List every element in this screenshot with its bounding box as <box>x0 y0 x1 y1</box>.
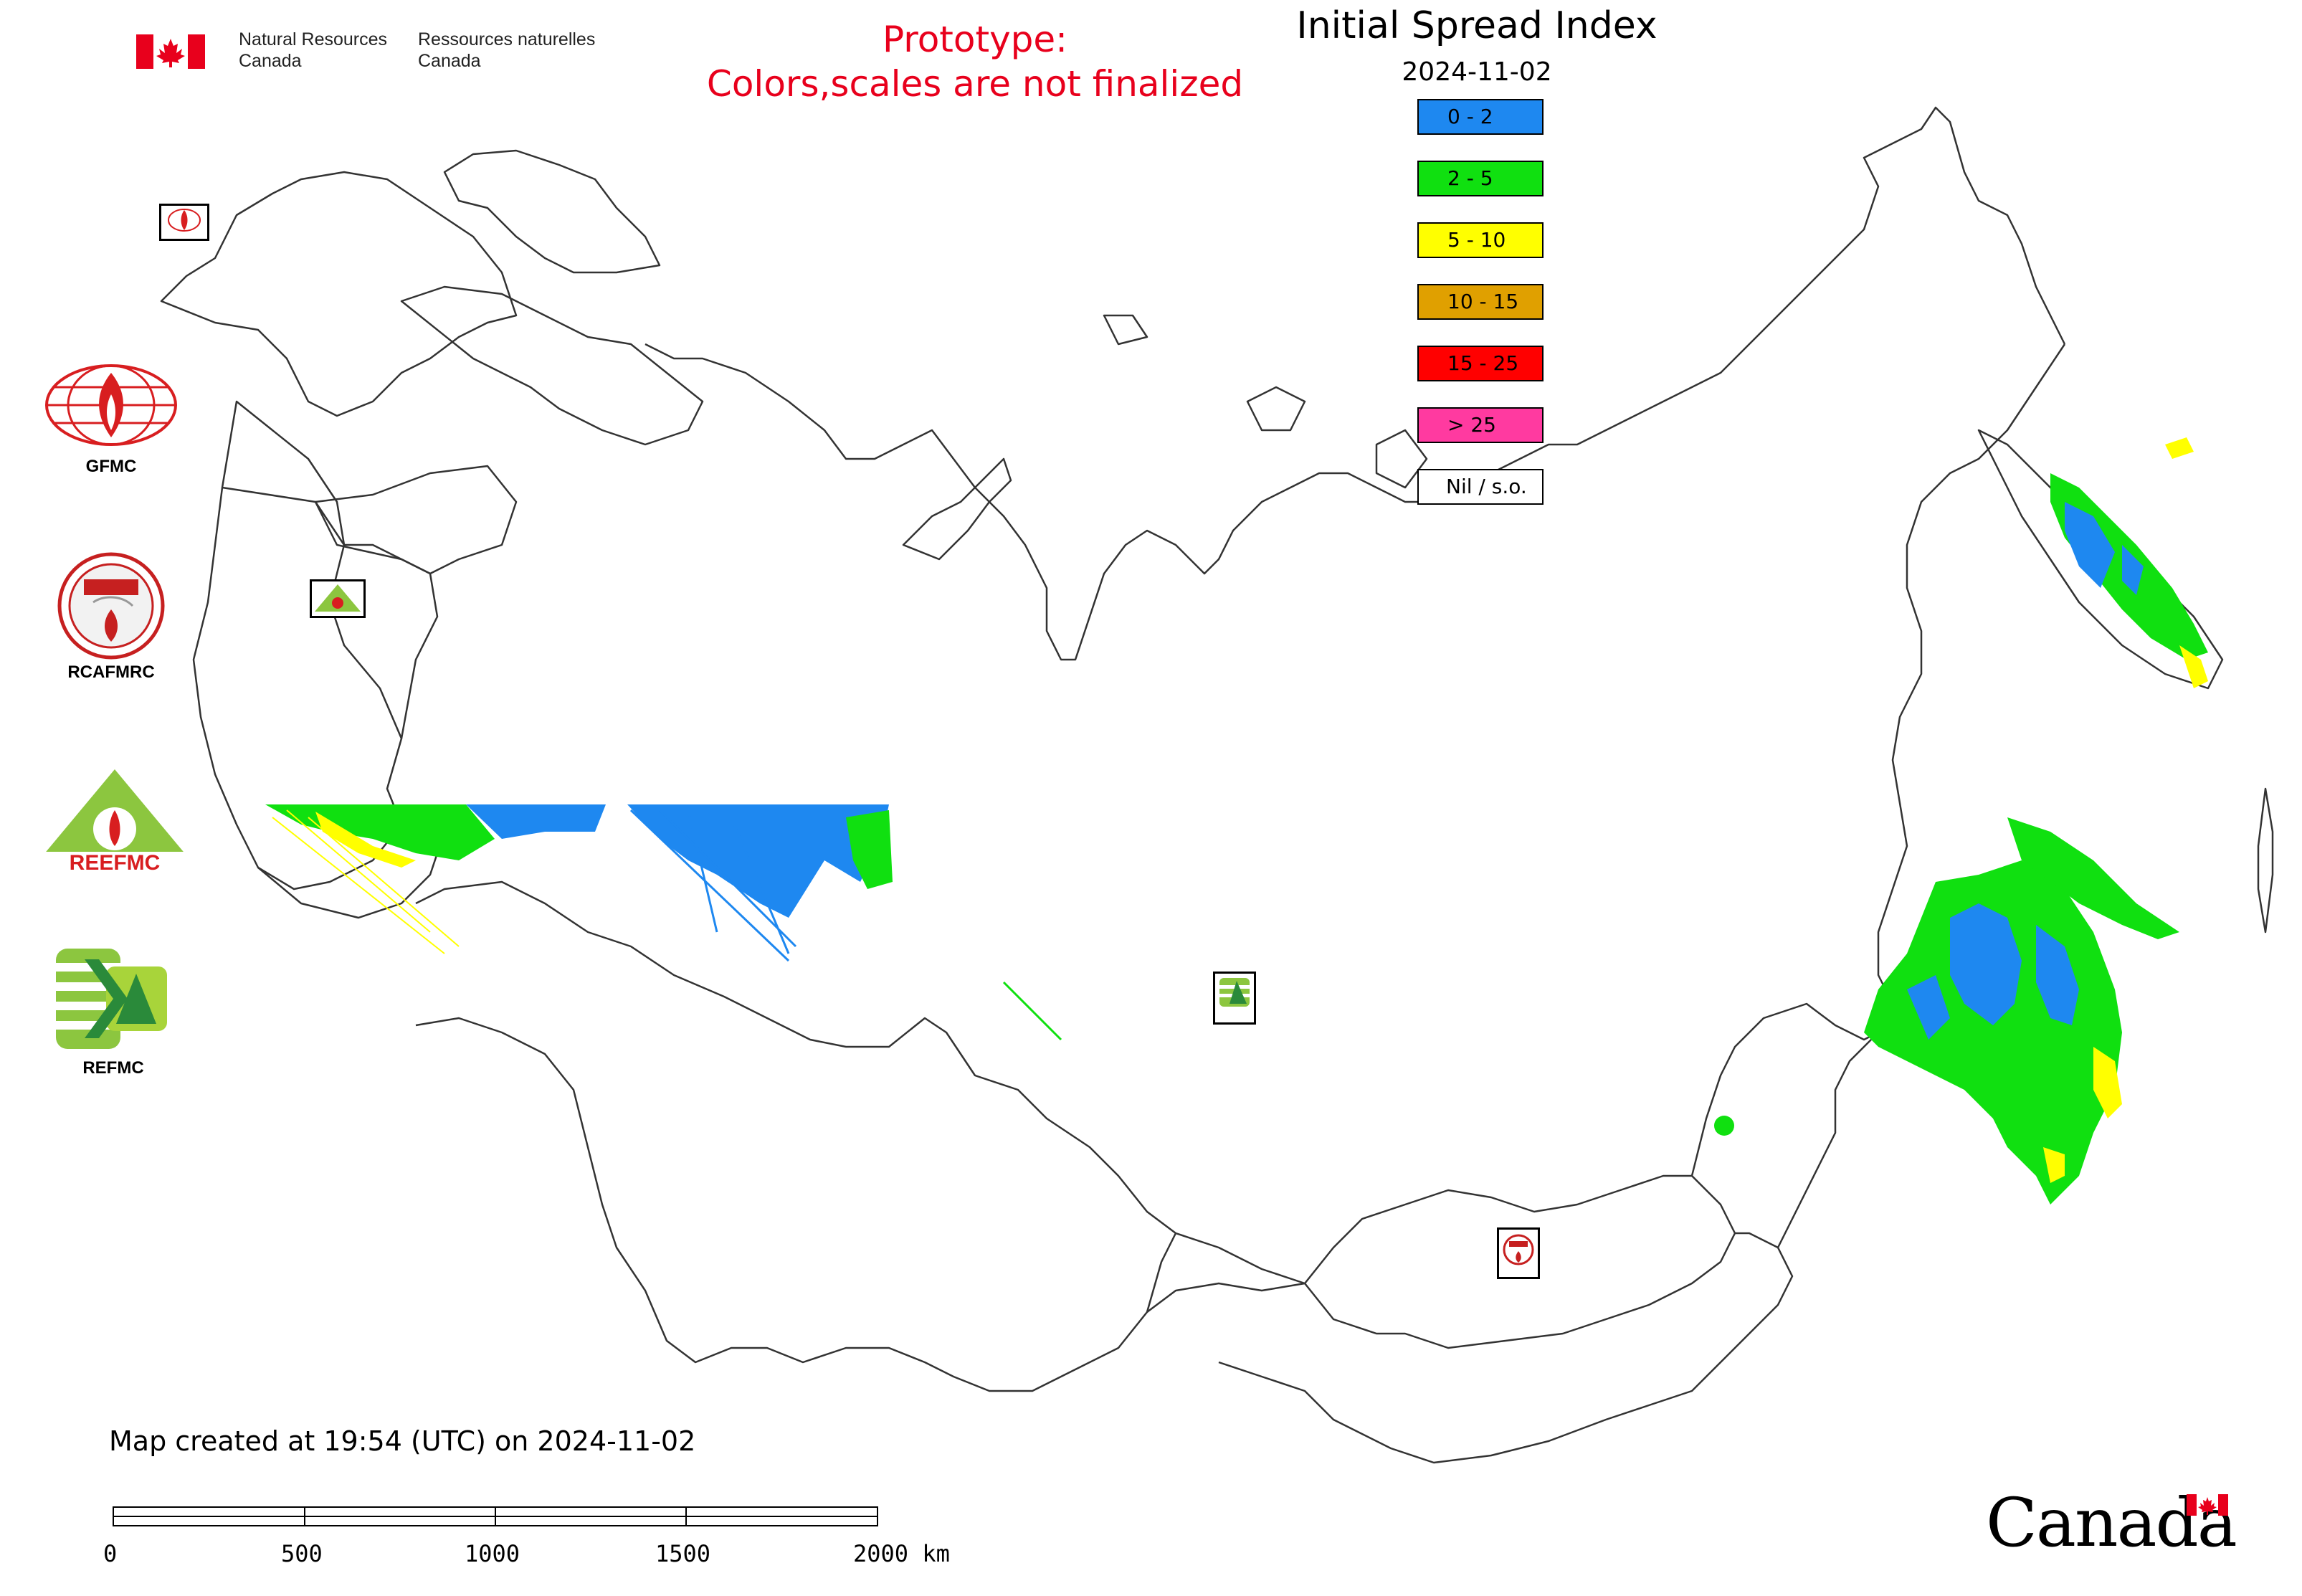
scale-label-1500: 1500 <box>655 1540 711 1567</box>
legend-item-15-25: 15 - 25 <box>1417 346 1544 381</box>
legend-item-10-15: 10 - 15 <box>1417 284 1544 320</box>
agency-en-line2: Canada <box>239 51 302 71</box>
scale-label-2000-km: 2000 km <box>853 1540 950 1567</box>
reefmc-map-marker-icon <box>310 579 366 618</box>
country-borders <box>160 106 2274 1464</box>
rcafmrc-logo: RCAFMRC <box>39 552 183 683</box>
prototype-line1: Prototype: <box>882 19 1068 60</box>
legend-label: 2 - 5 <box>1447 166 1493 190</box>
refmc-emblem-icon <box>56 949 167 1049</box>
legend-item-nil: Nil / s.o. <box>1417 469 1544 505</box>
map-title: Initial Spread Index <box>1296 4 1657 47</box>
rcafmrc-map-marker-icon <box>1497 1227 1540 1279</box>
scale-label-0: 0 <box>103 1540 118 1567</box>
reefmc-emblem-icon: REEFMC <box>43 769 186 875</box>
legend-item-5-10: 5 - 10 <box>1417 222 1544 258</box>
prototype-notice: Prototype: Colors,scales are not finaliz… <box>660 17 1290 106</box>
legend-label: 15 - 25 <box>1447 351 1519 375</box>
prototype-line2: Colors,scales are not finalized <box>706 63 1244 105</box>
legend-item-gt-25: > 25 <box>1417 407 1544 443</box>
gfmc-label: GFMC <box>85 457 137 476</box>
agency-name-french: Ressources naturelles Canada <box>418 29 595 72</box>
svg-text:REEFMC: REEFMC <box>70 851 161 873</box>
scale-label-1000: 1000 <box>465 1540 520 1567</box>
map-created-timestamp: Map created at 19:54 (UTC) on 2024-11-02 <box>109 1425 696 1457</box>
scale-label-500: 500 <box>281 1540 323 1567</box>
refmc-map-marker-icon <box>1213 972 1256 1025</box>
refmc-label: REFMC <box>82 1058 144 1078</box>
legend-label: 0 - 2 <box>1447 105 1493 128</box>
legend-label: 10 - 15 <box>1447 290 1519 313</box>
legend-label: Nil / s.o. <box>1446 475 1527 498</box>
reefmc-logo: REEFMC <box>39 766 190 876</box>
refmc-logo: REFMC <box>56 945 199 1078</box>
agency-fr-line2: Canada <box>418 51 481 71</box>
agency-fr-line1: Ressources naturelles <box>418 29 596 49</box>
rcafmrc-label: RCAFMRC <box>67 662 155 682</box>
legend-label: > 25 <box>1447 413 1496 437</box>
canada-wordmark: Canada <box>1986 1484 2237 1570</box>
agency-name-english: Natural Resources Canada <box>239 29 387 72</box>
agency-en-line1: Natural Resources <box>239 29 388 49</box>
distance-scale-bar <box>113 1506 880 1527</box>
gfmc-logo: GFMC <box>39 362 183 477</box>
canada-wordmark-flag-icon <box>2187 1494 2228 1516</box>
map-date: 2024-11-02 <box>1402 57 1552 87</box>
legend-label: 5 - 10 <box>1447 228 1506 252</box>
legend-item-0-2: 0 - 2 <box>1417 99 1544 135</box>
canada-flag-icon <box>136 34 205 69</box>
gfmc-map-marker-icon <box>159 204 209 241</box>
gfmc-emblem-icon <box>45 364 177 446</box>
rcafmrc-emblem-icon <box>57 552 165 660</box>
isi-shading <box>265 437 2208 1205</box>
legend-item-2-5: 2 - 5 <box>1417 161 1544 196</box>
